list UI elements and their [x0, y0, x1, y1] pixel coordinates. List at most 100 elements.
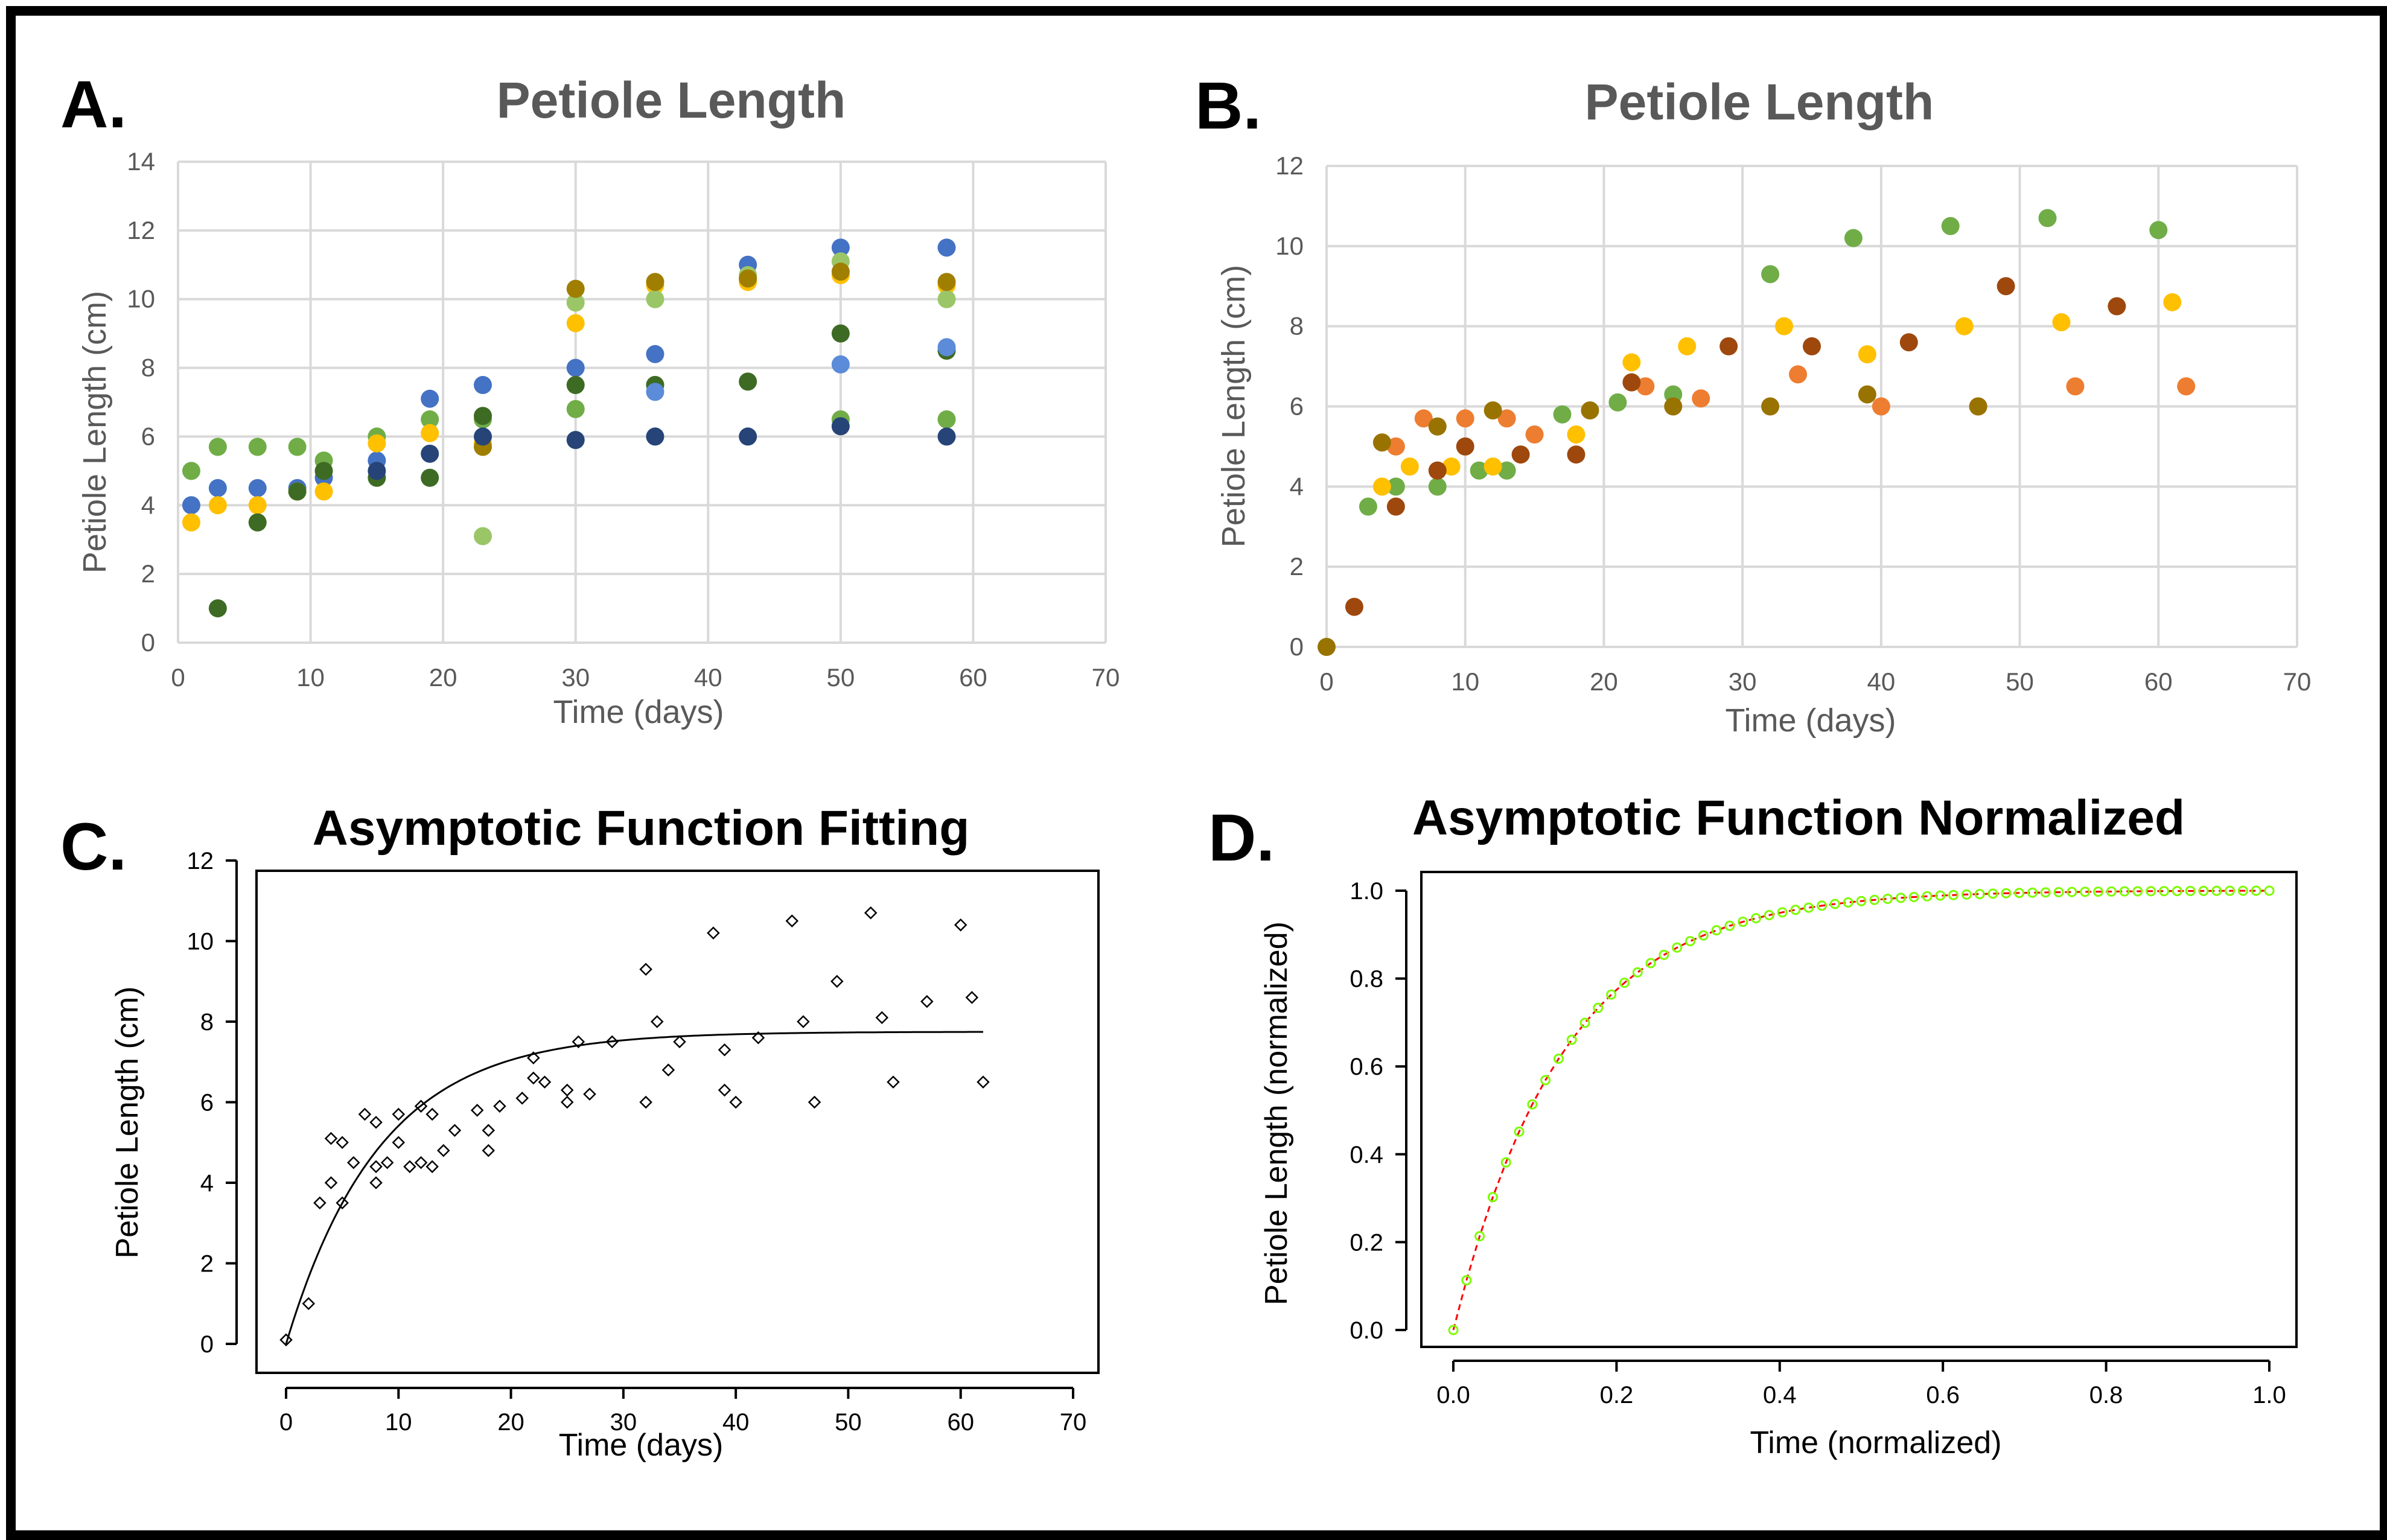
data-point	[830, 975, 844, 988]
data-point-series-3	[1400, 457, 1419, 476]
data-point-series-3	[1858, 345, 1876, 364]
data-point	[448, 1124, 462, 1137]
data-point-series-7	[739, 427, 757, 446]
data-point-series-3	[1775, 317, 1794, 336]
data-point-series-1	[1553, 405, 1572, 424]
data-point-series-2	[1414, 409, 1433, 428]
data-point	[392, 1107, 406, 1121]
x-axis-label: Time (days)	[553, 694, 724, 730]
data-point	[336, 1136, 349, 1150]
data-point	[527, 1071, 540, 1085]
data-point-series-3	[2052, 313, 2071, 332]
x-tick-label: 10	[1451, 667, 1479, 696]
data-point	[2146, 886, 2156, 897]
data-point	[1540, 1075, 1551, 1086]
x-tick-label: 0.2	[1600, 1382, 1634, 1408]
data-point-series-7	[421, 444, 439, 463]
data-point	[2014, 888, 2025, 899]
data-point	[920, 994, 934, 1008]
data-point	[1487, 1192, 1498, 1203]
x-tick-label: 0	[171, 663, 185, 692]
data-point	[2001, 888, 2012, 899]
data-point	[2132, 886, 2143, 897]
data-point	[751, 1031, 765, 1045]
data-point	[403, 1160, 416, 1174]
data-point-series-7	[937, 427, 956, 446]
data-point-series-1	[1359, 497, 1377, 516]
data-point	[313, 1196, 327, 1210]
data-point-series-6	[739, 372, 757, 391]
data-point-series-2	[288, 438, 307, 456]
x-tick-label: 40	[722, 1409, 750, 1436]
data-point-series-1	[831, 238, 850, 257]
data-point	[2053, 886, 2064, 897]
chart-d: 0.0 0.2 0.4 0.6 0.8 1.0 0.0 0.2 0.4 0.6 0.8 1.0 Asym…	[1259, 791, 2298, 1460]
data-point-series-1	[2038, 209, 2057, 228]
data-point	[650, 1015, 664, 1028]
y-tick-label: 10	[1275, 232, 1304, 260]
x-tick-label: 20	[429, 663, 457, 692]
y-axis-label: Petiole Length (cm)	[110, 987, 145, 1259]
y-axis-label: Petiole Length (normalized)	[1259, 921, 1294, 1305]
data-point	[1987, 888, 1998, 899]
data-point	[1659, 949, 1669, 960]
data-point	[425, 1107, 439, 1121]
data-point-series-4	[1622, 373, 1641, 392]
data-point	[515, 1092, 529, 1105]
data-point-series-4	[474, 527, 492, 546]
data-point-series-4	[2108, 297, 2126, 316]
data-point-series-6	[288, 482, 307, 501]
data-point-series-1	[474, 376, 492, 395]
x-axis-label: Time (days)	[559, 1428, 724, 1463]
data-point	[707, 926, 720, 940]
data-point	[785, 914, 799, 928]
chart-title: Petiole Length	[497, 72, 846, 129]
data-point-series-2	[1636, 377, 1655, 396]
x-tick-label: 50	[2006, 667, 2034, 696]
data-point	[1908, 891, 1919, 902]
data-point-series-1	[248, 479, 267, 497]
data-point	[302, 1297, 316, 1311]
data-point-series-3	[208, 496, 227, 515]
data-point-series-1	[1608, 393, 1627, 412]
panel-label-a: A.	[60, 68, 127, 142]
data-point	[380, 1156, 394, 1169]
data-point	[538, 1075, 552, 1089]
y-tick-label: 0.6	[1350, 1054, 1383, 1080]
data-point-series-1	[566, 358, 585, 377]
x-axis-label: Time (normalized)	[1750, 1425, 2001, 1460]
data-point-series-3	[1372, 477, 1391, 496]
data-point	[2251, 885, 2261, 896]
data-point-series-1	[646, 345, 664, 363]
data-point	[2159, 886, 2170, 897]
x-tick-label: 60	[959, 663, 987, 692]
data-point	[875, 1011, 889, 1025]
data-point-series-2	[1456, 409, 1474, 428]
data-point	[347, 1156, 360, 1169]
x-tick-label: 60	[947, 1409, 974, 1436]
data-point	[1738, 917, 1748, 928]
y-tick-label: 2	[1290, 552, 1304, 581]
y-tick-label: 12	[187, 848, 214, 874]
data-point-series-2	[1525, 425, 1544, 444]
data-point-series-2	[1872, 397, 1890, 416]
y-tick-label: 0.4	[1350, 1142, 1383, 1168]
data-point	[2198, 885, 2209, 896]
data-point-series-3	[1442, 457, 1461, 476]
data-point-series-5	[1428, 417, 1447, 436]
data-point	[1632, 967, 1643, 978]
data-point	[2225, 885, 2236, 896]
x-tick-label: 30	[561, 663, 590, 692]
data-point	[336, 1196, 349, 1210]
data-point	[482, 1124, 496, 1137]
chart-a: 0 2 4 6 8 10 12 14 0 10 20 30 40 50 60 70 Petiole Length…	[77, 72, 1120, 730]
x-tick-label: 20	[1590, 667, 1618, 696]
data-point	[2237, 885, 2248, 896]
data-point	[605, 1035, 619, 1049]
data-point-series-1	[1497, 461, 1516, 480]
y-tick-label: 0.8	[1350, 966, 1383, 993]
data-point-series-5	[566, 279, 585, 298]
data-point-series-7	[566, 431, 585, 450]
y-tick-label: 0.2	[1350, 1229, 1383, 1256]
data-point-series-8	[831, 355, 850, 374]
